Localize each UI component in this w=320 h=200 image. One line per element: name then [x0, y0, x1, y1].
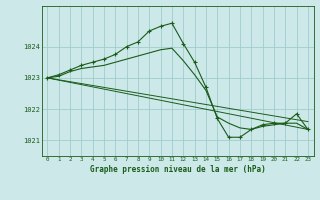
- X-axis label: Graphe pression niveau de la mer (hPa): Graphe pression niveau de la mer (hPa): [90, 165, 266, 174]
